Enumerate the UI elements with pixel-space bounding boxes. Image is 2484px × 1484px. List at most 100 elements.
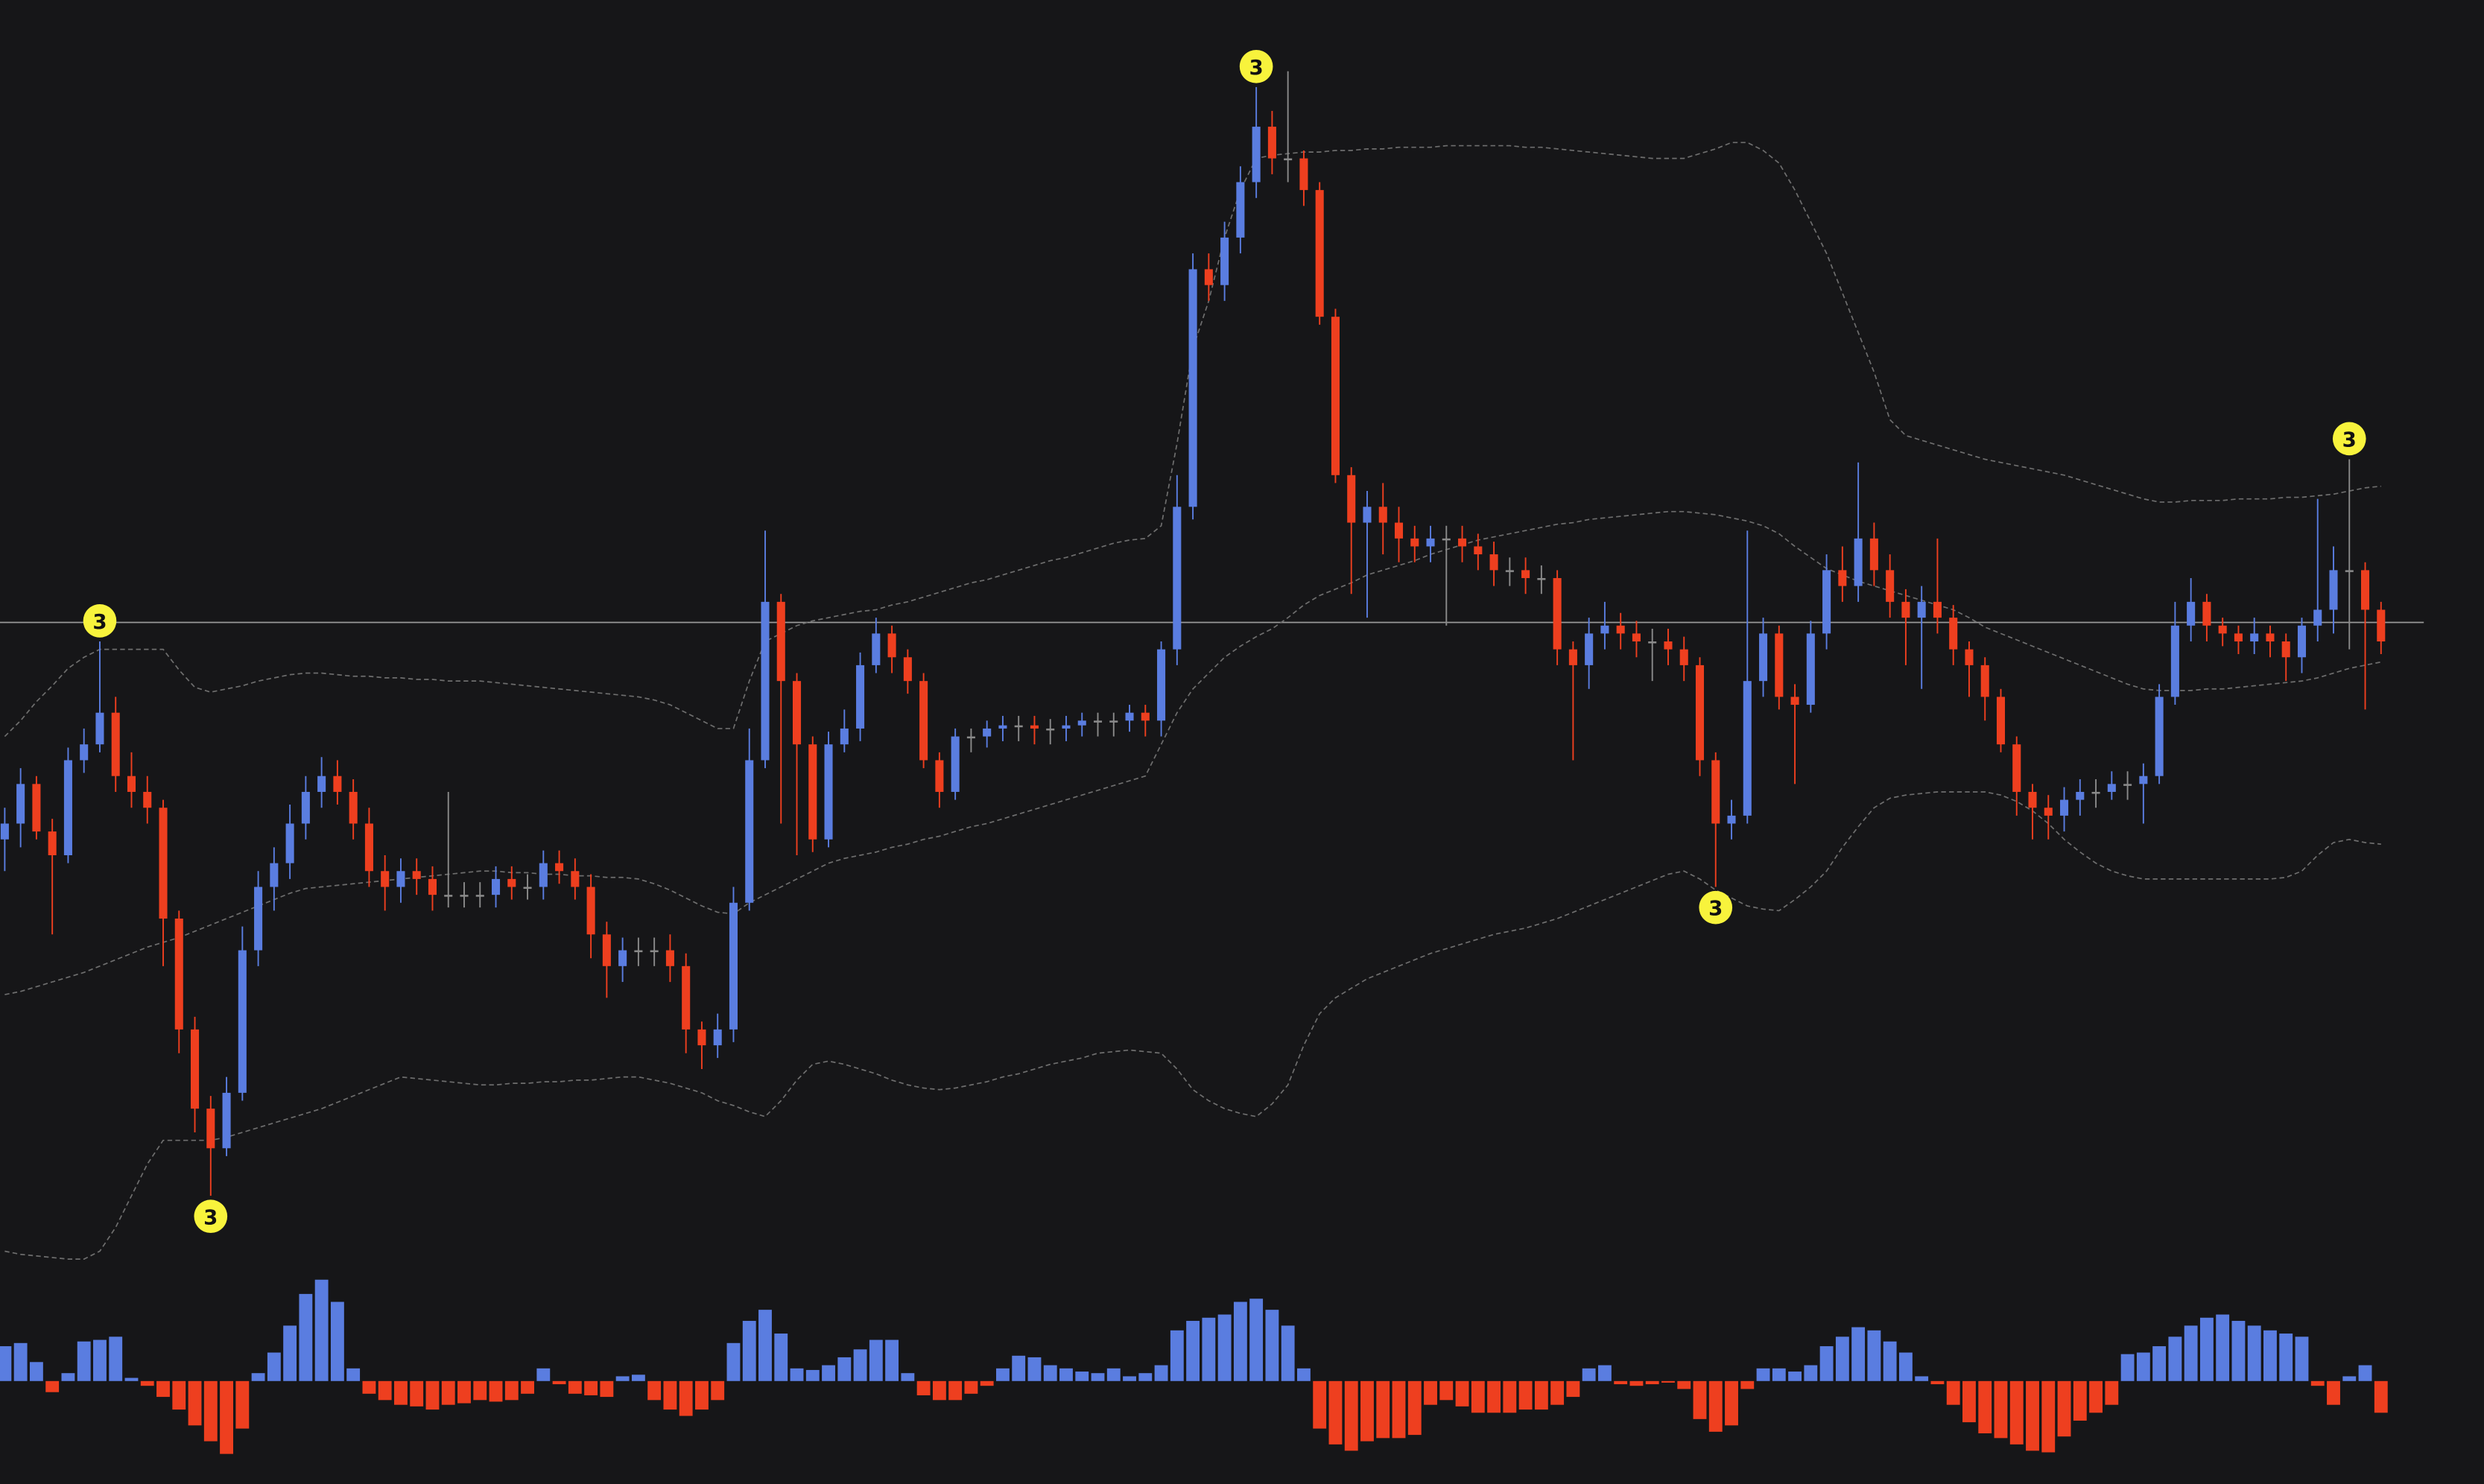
candle-body	[1886, 570, 1895, 602]
histogram-bar	[2279, 1334, 2293, 1381]
candle-body	[2060, 799, 2069, 816]
candle-body	[2091, 791, 2100, 794]
histogram-bar	[1091, 1373, 1105, 1381]
candle-body	[317, 776, 326, 792]
histogram-bar	[1804, 1365, 1818, 1381]
histogram-bar	[1123, 1376, 1136, 1381]
histogram-bar	[1281, 1325, 1295, 1381]
candle-body	[1727, 815, 1736, 824]
histogram-bar	[473, 1380, 487, 1401]
histogram-bar	[251, 1373, 265, 1381]
histogram-bar	[774, 1334, 788, 1381]
histogram-bar	[1534, 1380, 1548, 1410]
histogram-bar	[1439, 1380, 1454, 1401]
histogram-bar	[362, 1380, 376, 1394]
histogram-bar	[109, 1336, 123, 1381]
histogram-bar	[489, 1380, 503, 1402]
candle-body	[95, 712, 104, 745]
candle-body	[887, 633, 896, 658]
candle-body	[2123, 784, 2132, 786]
histogram-bar	[885, 1339, 899, 1381]
histogram-bar	[1106, 1368, 1121, 1381]
histogram-bar	[124, 1377, 139, 1381]
histogram-bar	[1217, 1314, 1232, 1381]
histogram-bar	[1170, 1330, 1184, 1381]
candle-body	[2250, 633, 2259, 642]
candle-body	[745, 760, 754, 903]
histogram-bar	[1392, 1380, 1406, 1439]
candle-body	[1299, 158, 1308, 191]
candle-body	[634, 950, 643, 953]
histogram-bar	[932, 1380, 946, 1401]
candle-body	[1378, 507, 1387, 523]
candle-body	[2107, 784, 2116, 792]
histogram-bar	[1566, 1380, 1580, 1398]
histogram-bar	[1455, 1380, 1469, 1407]
histogram-bar	[2342, 1376, 2357, 1381]
candle-body	[2155, 697, 2164, 776]
candle-body	[1315, 190, 1324, 317]
histogram-bar	[1075, 1372, 1089, 1381]
candle-body	[1173, 507, 1182, 650]
histogram-bar	[822, 1365, 835, 1381]
candle-body	[1489, 554, 1498, 571]
histogram-bar	[410, 1380, 424, 1407]
candle-body	[1125, 712, 1134, 721]
candle-body	[1822, 570, 1831, 634]
histogram-bar	[2009, 1380, 2024, 1445]
histogram-bar	[2168, 1336, 2182, 1381]
histogram-bar	[916, 1380, 931, 1395]
candle-body	[919, 681, 928, 761]
histogram-bar	[584, 1380, 598, 1395]
candle-body	[1553, 577, 1562, 650]
histogram-bar	[679, 1380, 693, 1416]
candle-body	[2361, 570, 2370, 610]
histogram-bar	[1661, 1380, 1675, 1383]
candle-body	[1869, 538, 1878, 571]
candle-body	[16, 784, 25, 824]
histogram-bar	[964, 1380, 978, 1394]
candle-body	[1965, 649, 1974, 665]
candle-body	[1014, 725, 1023, 728]
candle-body	[618, 950, 627, 966]
candle-body	[824, 744, 833, 840]
candle-body	[238, 950, 247, 1093]
histogram-bar	[2231, 1321, 2246, 1381]
candle-body	[1901, 601, 1910, 618]
candle-body	[1363, 507, 1372, 523]
candle-body	[475, 895, 484, 897]
histogram-bar	[1772, 1368, 1786, 1381]
histogram-bar	[1186, 1321, 1200, 1381]
histogram-bar	[2057, 1380, 2071, 1437]
histogram-bar	[2089, 1380, 2103, 1413]
histogram-bar	[536, 1368, 551, 1381]
candle-body	[2170, 625, 2179, 697]
histogram-bar	[172, 1380, 186, 1410]
histogram-bar	[2310, 1380, 2325, 1386]
histogram-bar	[346, 1368, 361, 1381]
histogram-bar	[1012, 1355, 1026, 1381]
candle-body	[998, 725, 1007, 729]
histogram-bar	[1867, 1330, 1881, 1381]
candle-body	[2266, 633, 2275, 642]
histogram-bar	[441, 1380, 455, 1405]
candle-body	[491, 878, 501, 895]
histogram-bar	[1740, 1380, 1755, 1389]
candle-body	[191, 1029, 200, 1109]
histogram-bar	[948, 1380, 963, 1401]
histogram-bar	[1962, 1380, 1976, 1423]
candle-body	[1679, 649, 1688, 665]
candle-body	[270, 863, 279, 887]
histogram-bar	[93, 1339, 107, 1381]
candle-body	[206, 1109, 215, 1149]
histogram-bar	[663, 1380, 677, 1410]
histogram-bar	[552, 1380, 566, 1385]
signal-label: 3	[1708, 896, 1723, 921]
candle-body	[127, 776, 136, 792]
histogram-bar	[1597, 1365, 1612, 1381]
candle-body	[1521, 570, 1530, 578]
candle-body	[983, 728, 992, 737]
histogram-bar	[2216, 1314, 2230, 1381]
candle-body	[1616, 625, 1625, 634]
histogram-bar	[1202, 1317, 1216, 1381]
